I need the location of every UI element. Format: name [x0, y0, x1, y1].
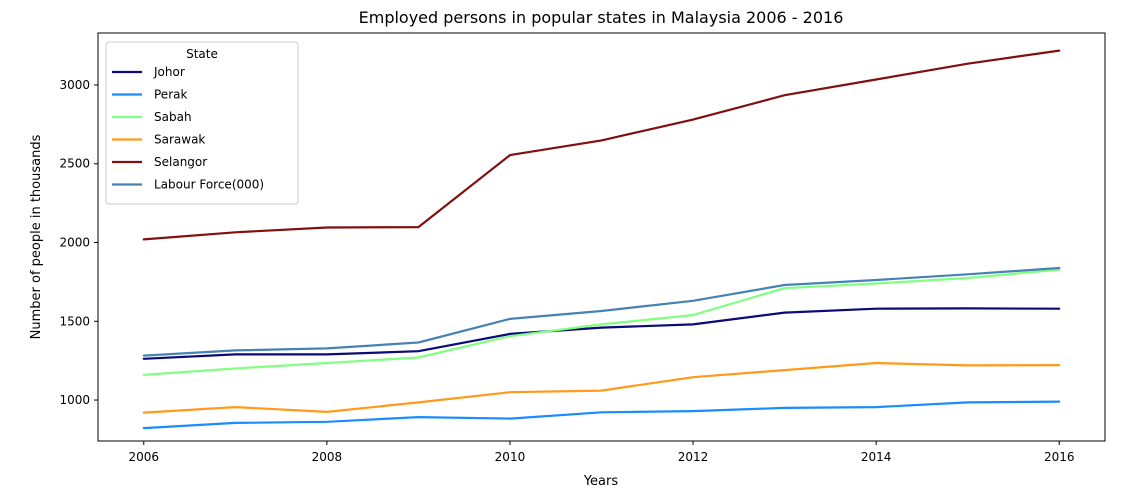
legend: State Johor Perak Sabah Sarawak Selangor Labo…: [105, 41, 299, 205]
y-axis-ticks: 1000 1500 2000 2500 3000: [59, 78, 98, 407]
x-tick-label: 2016: [1044, 450, 1075, 464]
x-tick-label: 2010: [495, 450, 526, 464]
y-tick-label: 2500: [59, 157, 90, 171]
series-line-0: [142, 307, 1061, 360]
plot-frame: [97, 32, 1106, 442]
legend-item-label: Selangor: [154, 155, 207, 169]
y-tick-label: 2000: [59, 236, 90, 250]
x-axis-ticks: 2006 2008 2010 2012 2014 2016: [128, 441, 1075, 464]
x-tick-label: 2012: [678, 450, 709, 464]
legend-title: State: [186, 47, 218, 61]
y-tick-label: 1500: [59, 314, 90, 328]
x-tick-label: 2008: [312, 450, 343, 464]
series-line-3: [142, 361, 1061, 414]
series-line-1: [142, 400, 1061, 430]
chart-title: Employed persons in popular states in Ma…: [359, 8, 844, 27]
series-line-2: [142, 268, 1061, 376]
x-tick-label: 2014: [861, 450, 892, 464]
legend-item-label: Labour Force(000): [154, 178, 264, 192]
legend-items: Johor Perak Sabah Sarawak Selangor Labour For…: [112, 65, 264, 192]
legend-box: [105, 41, 299, 205]
legend-item-label: Sabah: [154, 110, 192, 124]
series-line-4: [142, 49, 1061, 241]
legend-item-label: Sarawak: [154, 133, 205, 147]
y-axis-label: Number of people in thousands: [29, 134, 44, 339]
y-tick-label: 3000: [59, 78, 90, 92]
legend-item-label: Johor: [153, 65, 185, 79]
y-tick-label: 1000: [59, 393, 90, 407]
x-tick-label: 2006: [128, 450, 159, 464]
legend-item-label: Perak: [154, 88, 187, 102]
series-line-5: [142, 266, 1061, 357]
series-layer: [142, 49, 1061, 430]
x-axis-label: Years: [583, 474, 619, 489]
